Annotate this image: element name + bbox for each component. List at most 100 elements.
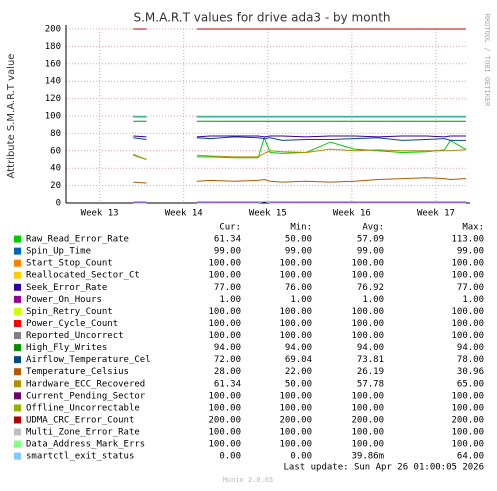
legend-label: Raw_Read_Error_Rate [26,235,129,245]
legend-stat: 100.00 [351,271,384,281]
legend-stat: 76.92 [357,283,384,293]
legend-stat: 76.00 [285,283,312,293]
y-tick-label: 80 [50,129,61,139]
legend-stat: 100.00 [451,271,484,281]
legend-stat: 94.00 [357,343,384,353]
legend-stat: 100.00 [451,259,484,269]
legend-stat: 100.00 [451,331,484,341]
legend-stat: 100.00 [279,271,312,281]
y-axis-label: Attribute S.M.A.R.T value [6,54,17,179]
y-tick-label: 20 [50,181,61,191]
legend-stat: 1.00 [362,295,384,305]
legend-stat: 100.00 [279,331,312,341]
legend-stat: 99.00 [285,247,312,257]
series-line [133,135,466,138]
legend-swatch [14,380,21,388]
legend-stat: 57.78 [357,379,384,389]
legend-stat: 94.00 [457,343,484,353]
chart-title: S.M.A.R.T values for drive ada3 - by mon… [133,11,390,25]
legend-label: Current_Pending_Sector [26,391,146,401]
legend-swatch [14,368,21,376]
series-line [133,177,467,184]
legend-stat: 100.00 [279,307,312,317]
legend-stat: 100.00 [208,259,241,269]
legend-label: Airflow_Temperature_Cel [26,355,151,365]
legend-stat: 100.00 [208,403,241,413]
legend-stat: 99.00 [214,247,241,257]
legend-label: Spin_Up_Time [26,247,91,257]
legend-label: Power_Cycle_Count [26,319,118,329]
legend-stat: 100.00 [351,403,384,413]
legend-swatch [14,271,21,279]
legend-stat: 1.00 [219,295,241,305]
legend-swatch [14,247,21,255]
legend-label: Reallocated_Sector_Ct [26,271,140,281]
legend-stat: 100.00 [351,331,384,341]
x-tick-label: Week 14 [165,209,203,219]
column-header: Max: [462,223,484,233]
legend-stat: 64.00 [457,452,484,462]
legend-stat: 57.09 [357,235,384,245]
legend-stat: 200.00 [279,415,312,425]
legend-swatch [14,344,21,352]
legend-label: Reported_Uncorrect [26,331,124,341]
legend-swatch [14,428,21,436]
legend-stat: 77.00 [214,283,241,293]
legend-stat: 72.00 [214,355,241,365]
legend-label: Data_Address_Mark_Errs [26,440,145,450]
legend-stat: 100.00 [451,440,484,450]
legend-stat: 61.34 [214,379,241,389]
y-tick-label: 140 [45,77,61,87]
legend-swatch [14,295,21,303]
legend-label: Spin_Retry_Count [26,307,113,317]
legend-label: Multi_Zone_Error_Rate [26,428,140,438]
y-tick-label: 60 [50,146,61,156]
y-tick-label: 100 [45,112,61,122]
legend-stat: 28.00 [214,367,241,377]
legend-stat: 22.00 [285,367,312,377]
legend-stat: 99.00 [357,247,384,257]
legend-stat: 200.00 [351,415,384,425]
legend-stat: 65.00 [457,379,484,389]
legend-stat: 100.00 [279,319,312,329]
legend-stat: 30.96 [457,367,484,377]
legend-stat: 94.00 [285,343,312,353]
legend-swatch [14,440,21,448]
legend-stat: 73.81 [357,355,384,365]
legend-stat: 100.00 [208,307,241,317]
legend-stat: 50.00 [285,379,312,389]
legend-label: Start_Stop_Count [26,259,113,269]
legend-stat: 78.00 [457,355,484,365]
x-tick-label: Week 16 [333,209,371,219]
x-tick-label: Week 13 [81,209,119,219]
legend-label: Hardware_ECC_Recovered [26,379,145,389]
legend-stat: 26.19 [357,367,384,377]
column-header: Avg: [362,223,384,233]
series-line [133,136,466,141]
legend-stat: 99.00 [457,247,484,257]
legend-swatch [14,392,21,400]
legend-label: UDMA_CRC_Error_Count [26,415,134,425]
legend-stat: 50.00 [285,235,312,245]
legend-stat: 94.00 [214,343,241,353]
legend-stat: 100.00 [451,403,484,413]
y-tick-label: 0 [56,199,61,209]
legend-swatch [14,332,21,340]
legend-stat: 69.04 [285,355,312,365]
legend-stat: 100.00 [451,391,484,401]
legend-stat: 1.00 [462,295,484,305]
y-tick-label: 160 [45,59,61,69]
legend-stat: 100.00 [208,391,241,401]
legend-stat: 77.00 [457,283,484,293]
legend-stat: 100.00 [279,391,312,401]
y-tick-label: 200 [45,25,61,35]
legend-stat: 61.34 [214,235,241,245]
legend-swatch [14,404,21,412]
legend-stat: 0.00 [290,452,312,462]
legend-stat: 0.00 [219,452,241,462]
legend-stat: 100.00 [351,428,384,438]
legend-stat: 100.00 [351,440,384,450]
legend-swatch [14,235,21,243]
